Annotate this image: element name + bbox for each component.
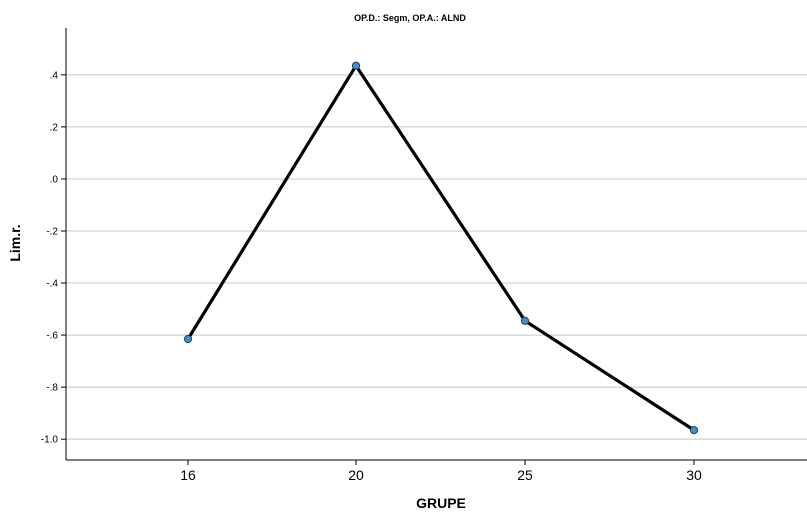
chart-title: OP.D.: Segm, OP.A.: ALND <box>354 13 466 23</box>
y-tick-labels: .4 .2 .0 -.2 -.4 -.6 -.8 -1.0 <box>41 70 59 445</box>
x-tick-label: 30 <box>686 467 702 483</box>
x-tick-labels: 16 20 25 30 <box>180 467 702 483</box>
x-axis-title: GRUPE <box>416 495 466 511</box>
axes <box>61 28 807 465</box>
y-tick-label: -1.0 <box>41 435 59 446</box>
y-tick-label: -.6 <box>46 331 58 342</box>
data-point-25 <box>520 316 530 325</box>
gridlines <box>66 74 807 440</box>
data-point-16 <box>183 334 193 344</box>
y-axis-title: Lim.r. <box>7 224 23 261</box>
x-tick-label: 20 <box>348 467 364 483</box>
y-tick-label: -.4 <box>46 279 58 290</box>
y-tick-label: -.8 <box>46 383 58 394</box>
y-tick-label: .0 <box>50 174 59 185</box>
data-points <box>183 61 699 435</box>
y-tick-label: .2 <box>50 122 59 133</box>
data-point-20 <box>351 61 361 70</box>
series-line <box>186 64 696 432</box>
y-tick-label: .4 <box>50 70 59 81</box>
x-tick-label: 25 <box>517 467 533 483</box>
series-line-path <box>186 64 696 432</box>
y-tick-label: -.2 <box>46 226 58 237</box>
x-tick-label: 16 <box>180 467 196 483</box>
data-point-30 <box>689 426 699 435</box>
